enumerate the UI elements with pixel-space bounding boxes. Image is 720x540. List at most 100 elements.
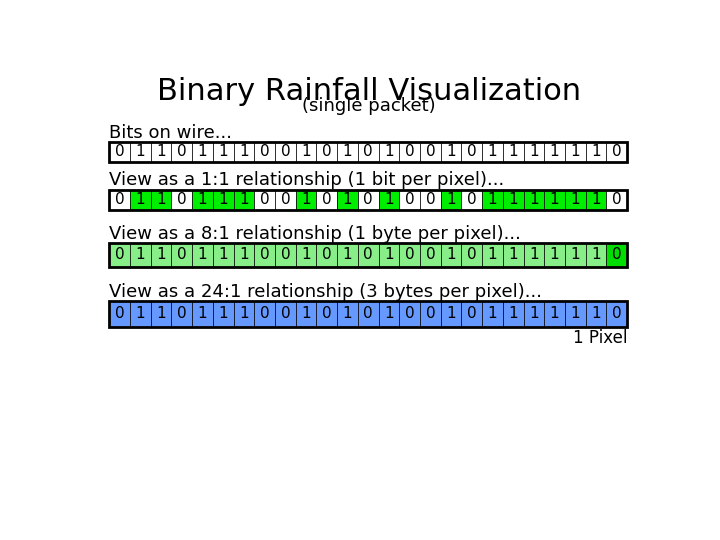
Bar <box>109 142 627 162</box>
Bar <box>482 190 503 210</box>
Bar <box>503 190 523 210</box>
Text: 1: 1 <box>550 247 559 262</box>
Text: 1: 1 <box>508 247 518 262</box>
Bar <box>400 301 420 327</box>
Bar <box>109 142 130 162</box>
Bar <box>585 244 606 267</box>
Bar <box>171 301 192 327</box>
Bar <box>130 190 150 210</box>
Text: 0: 0 <box>322 192 332 207</box>
Bar <box>379 301 400 327</box>
Text: 1: 1 <box>343 144 352 159</box>
Bar <box>109 301 130 327</box>
Bar <box>337 244 358 267</box>
Text: 1: 1 <box>529 306 539 321</box>
Text: 1: 1 <box>570 192 580 207</box>
Bar <box>317 142 337 162</box>
Text: 1: 1 <box>550 192 559 207</box>
Text: 1: 1 <box>239 247 249 262</box>
Text: 1: 1 <box>384 247 394 262</box>
Text: 1: 1 <box>529 144 539 159</box>
Text: 0: 0 <box>177 144 186 159</box>
Bar <box>254 142 275 162</box>
Text: 0: 0 <box>426 247 435 262</box>
Bar <box>317 190 337 210</box>
Bar <box>337 190 358 210</box>
Bar <box>379 244 400 267</box>
Bar <box>130 244 150 267</box>
Bar <box>109 244 130 267</box>
Bar <box>233 190 254 210</box>
Bar <box>523 301 544 327</box>
Text: 0: 0 <box>467 144 477 159</box>
Bar <box>317 301 337 327</box>
Text: 0: 0 <box>281 247 290 262</box>
Bar <box>109 190 130 210</box>
Bar <box>296 190 317 210</box>
Bar <box>192 142 213 162</box>
Text: View as a 24:1 relationship (3 bytes per pixel)...: View as a 24:1 relationship (3 bytes per… <box>109 283 542 301</box>
Bar <box>130 301 150 327</box>
Text: 1: 1 <box>135 144 145 159</box>
Text: 1: 1 <box>301 192 311 207</box>
Bar <box>565 142 585 162</box>
Text: 1: 1 <box>446 144 456 159</box>
Bar <box>462 301 482 327</box>
Text: 0: 0 <box>405 306 415 321</box>
Text: 1: 1 <box>343 192 352 207</box>
Text: 0: 0 <box>426 306 435 321</box>
Bar <box>565 301 585 327</box>
Bar <box>317 244 337 267</box>
Text: 0: 0 <box>364 306 373 321</box>
Text: 1: 1 <box>156 306 166 321</box>
Bar <box>275 190 296 210</box>
Text: 0: 0 <box>612 144 621 159</box>
Bar <box>296 244 317 267</box>
Bar <box>275 244 296 267</box>
Text: 1: 1 <box>591 144 600 159</box>
Text: 0: 0 <box>322 247 332 262</box>
Bar <box>192 190 213 210</box>
Bar <box>296 142 317 162</box>
Bar <box>358 244 379 267</box>
Text: 1: 1 <box>550 306 559 321</box>
Bar <box>150 301 171 327</box>
Text: 0: 0 <box>467 247 477 262</box>
Text: 1: 1 <box>198 306 207 321</box>
Text: 1: 1 <box>508 192 518 207</box>
Text: 1: 1 <box>198 144 207 159</box>
Bar <box>400 142 420 162</box>
Bar <box>420 142 441 162</box>
Text: 0: 0 <box>405 144 415 159</box>
Bar <box>275 301 296 327</box>
Text: 1: 1 <box>487 306 498 321</box>
Text: 0: 0 <box>364 144 373 159</box>
Text: 0: 0 <box>612 247 621 262</box>
Bar <box>606 142 627 162</box>
Text: 1: 1 <box>135 306 145 321</box>
Text: 1: 1 <box>570 144 580 159</box>
Bar <box>544 190 565 210</box>
Text: 1: 1 <box>156 144 166 159</box>
Bar <box>296 301 317 327</box>
Text: 1: 1 <box>508 306 518 321</box>
Text: (single packet): (single packet) <box>302 97 436 114</box>
Text: 0: 0 <box>405 247 415 262</box>
Text: 1: 1 <box>487 144 498 159</box>
Text: 1: 1 <box>384 306 394 321</box>
Bar <box>358 142 379 162</box>
Bar <box>565 190 585 210</box>
Text: Bits on wire...: Bits on wire... <box>109 124 233 141</box>
Text: 1: 1 <box>550 144 559 159</box>
Bar <box>109 301 627 327</box>
Bar <box>233 301 254 327</box>
Text: 0: 0 <box>281 144 290 159</box>
Bar <box>358 301 379 327</box>
Bar <box>213 190 233 210</box>
Text: 1: 1 <box>135 247 145 262</box>
Text: 1: 1 <box>591 247 600 262</box>
Text: 0: 0 <box>364 247 373 262</box>
Bar <box>150 244 171 267</box>
Text: 1: 1 <box>218 247 228 262</box>
Text: 0: 0 <box>177 192 186 207</box>
